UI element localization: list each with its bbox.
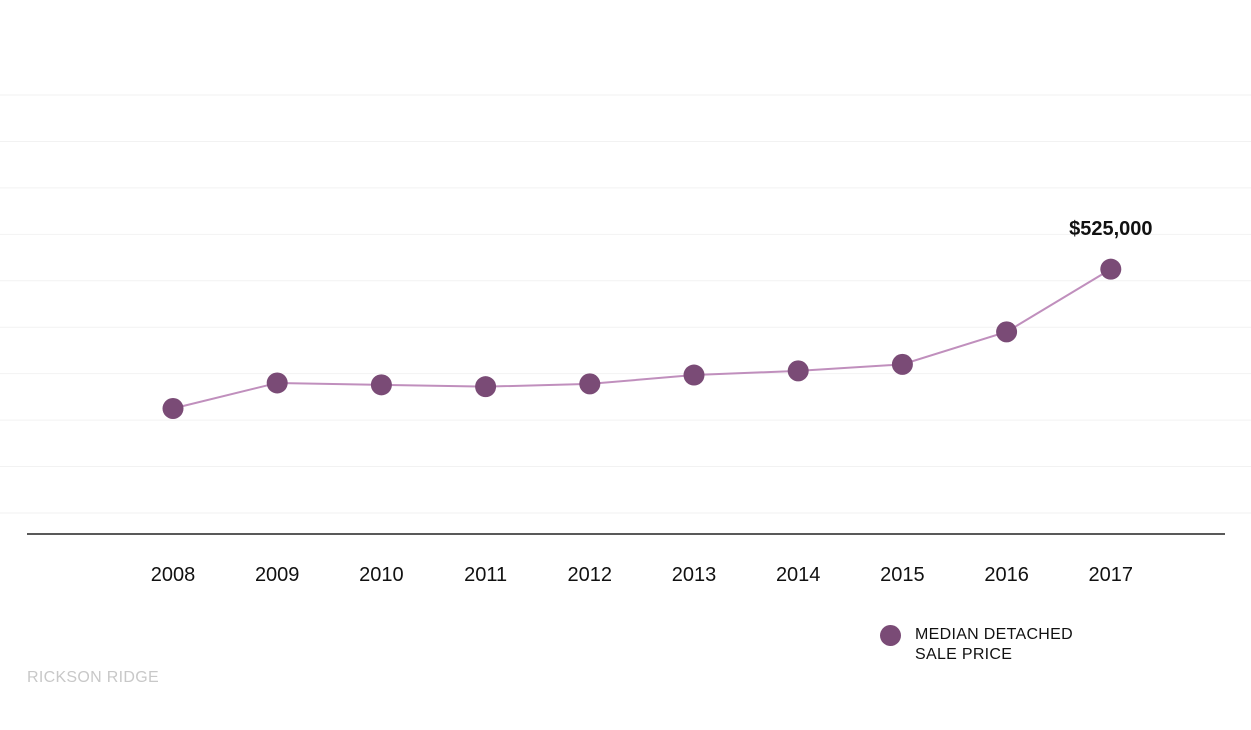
- legend-marker: [880, 625, 901, 646]
- legend-label: MEDIAN DETACHED SALE PRICE: [915, 626, 1073, 663]
- data-point-2016: [996, 321, 1018, 343]
- data-point-2013: [683, 364, 705, 386]
- x-tick-label: 2014: [776, 564, 821, 586]
- brand-watermark: RICKSON RIDGE: [27, 669, 159, 686]
- x-tick-label: 2010: [359, 564, 404, 586]
- legend: MEDIAN DETACHED SALE PRICE: [880, 625, 1085, 665]
- data-point-2010: [370, 374, 392, 396]
- x-tick-label: 2017: [1089, 564, 1134, 586]
- x-tick-label: 2016: [984, 564, 1029, 586]
- data-point-2015: [891, 353, 913, 375]
- x-tick-label: 2009: [255, 564, 300, 586]
- data-point-2009: [266, 372, 288, 394]
- data-point-2008: [162, 398, 184, 419]
- data-point-2017: [1100, 258, 1122, 280]
- data-points: [162, 258, 1122, 419]
- x-tick-label: 2012: [568, 564, 613, 586]
- data-labels: $525,000: [1069, 218, 1152, 240]
- x-tick-label: 2011: [464, 564, 507, 586]
- data-point-2012: [579, 373, 601, 395]
- data-point-2014: [787, 360, 809, 382]
- series-line: [172, 268, 1112, 410]
- gridlines: [0, 94, 1251, 514]
- x-tick-label: 2015: [880, 564, 925, 586]
- x-tick-label: 2008: [151, 564, 196, 586]
- data-point-2011: [475, 376, 497, 398]
- x-tick-labels: 2008 2009 2010 2011 2012 2013 2014 2015 2016 2017: [151, 564, 1133, 586]
- data-label-2017: $525,000: [1069, 218, 1152, 240]
- x-tick-label: 2013: [672, 564, 717, 586]
